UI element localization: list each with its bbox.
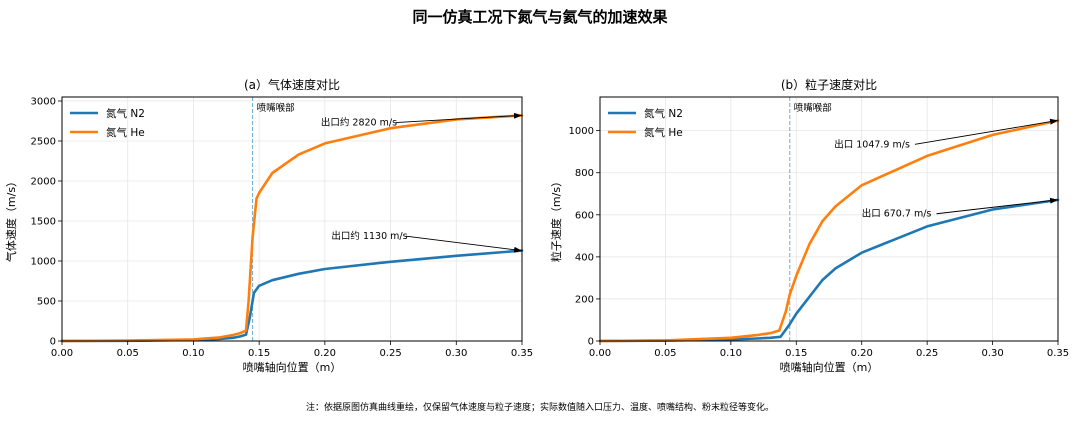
panel-b-xtick-label-4: 0.20 [851, 348, 873, 359]
panel-a-ytick-label-2: 1000 [31, 257, 56, 268]
panel-a-xtick-label-7: 0.35 [511, 348, 533, 359]
panel-a-legend-label-n2: 氮气 N2 [106, 107, 145, 120]
panel-a-xtick-label-6: 0.30 [445, 348, 467, 359]
panel-a-ytick-label-6: 3000 [31, 97, 56, 108]
panel-a-xlabel: 喷嘴轴向位置（m） [243, 360, 342, 374]
panel-a-xtick-label-3: 0.15 [248, 348, 270, 359]
panel-b-title: (b）粒子速度对比 [781, 77, 877, 92]
panel-b-xtick-label-5: 0.25 [916, 348, 938, 359]
panel-a-title: (a）气体速度对比 [244, 77, 340, 92]
panel-b-ytick-label-3: 600 [575, 210, 594, 221]
panel-b-xtick-label-7: 0.35 [1047, 348, 1069, 359]
panel-a-throat-label: 喷嘴喉部 [257, 102, 295, 114]
panel-a-ytick-label-1: 500 [37, 297, 56, 308]
panel-b-ytick-label-2: 400 [575, 252, 594, 263]
panel-a-xtick-label-1: 0.05 [117, 348, 139, 359]
panel-b-ytick-label-4: 800 [575, 168, 594, 179]
panel-a-series-n2-line [60, 249, 524, 343]
panel-b-xtick-label-6: 0.30 [981, 348, 1003, 359]
panel-a-legend-label-he: 氮气 He [106, 126, 145, 139]
panel-b-annotation-0-arrow [914, 118, 1058, 145]
panel-a-frame [61, 96, 523, 342]
footnote: 注：依据原图仿真曲线重绘，仅保留气体速度与粒子速度；实际数值随入口压力、温度、喷… [305, 403, 774, 413]
panel-a-xtick-label-2: 0.10 [182, 348, 204, 359]
panel-a-xtick-label-0: 0.00 [51, 348, 73, 359]
panel-a-xtick-label-4: 0.20 [314, 348, 336, 359]
panel-b-legend-label-n2: 氮气 N2 [644, 107, 683, 120]
panel-b-ylabel: 粒子速度（m/s） [549, 176, 563, 262]
panel-a-ytick-label-3: 1500 [31, 217, 56, 228]
panel-b-xtick-label-2: 0.10 [720, 348, 742, 359]
panel-b-series-n2-line [598, 198, 1060, 343]
panel-b-ytick-label-5: 1000 [569, 126, 594, 137]
panel-a-ylabel: 气体速度（m/s） [4, 176, 18, 262]
panel-a-annotation-1-arrow [406, 235, 522, 253]
panel-b-series-he-line [598, 119, 1060, 343]
panel-b-ytick-label-0: 0 [588, 337, 594, 348]
panel-a-ytick-label-0: 0 [50, 337, 56, 348]
panel-a-annotation-0-arrow [395, 112, 522, 124]
page-title: 同一仿真工况下氮气与氦气的加速效果 [412, 8, 668, 26]
panel-a-xtick-label-5: 0.25 [379, 348, 401, 359]
panel-b-annotation-0-text: 出口 1047.9 m/s [834, 138, 910, 150]
panel-a-annotation-1-text: 出口约 1130 m/s [331, 230, 407, 242]
panel-a-ytick-label-5: 2500 [31, 137, 56, 148]
panel-b-xlabel: 喷嘴轴向位置（m） [780, 360, 879, 374]
panel-b-annotation-1-text: 出口 670.7 m/s [862, 208, 932, 220]
panel-b-annotation-1-arrow [936, 197, 1058, 215]
panel-b-xtick-label-3: 0.15 [785, 348, 807, 359]
panel-b-ytick-label-1: 200 [575, 294, 594, 305]
panel-a-series-he-line [60, 114, 524, 343]
panel-b-frame [599, 96, 1059, 342]
panel-b-xtick-label-0: 0.00 [589, 348, 611, 359]
panel-b-throat-label: 喷嘴喉部 [794, 102, 832, 114]
panel-b-legend-label-he: 氮气 He [644, 126, 683, 139]
panel-b-xtick-label-1: 0.05 [654, 348, 676, 359]
panel-a-annotation-0-text: 出口约 2820 m/s [321, 117, 397, 129]
panel-a-ytick-label-4: 2000 [31, 177, 56, 188]
